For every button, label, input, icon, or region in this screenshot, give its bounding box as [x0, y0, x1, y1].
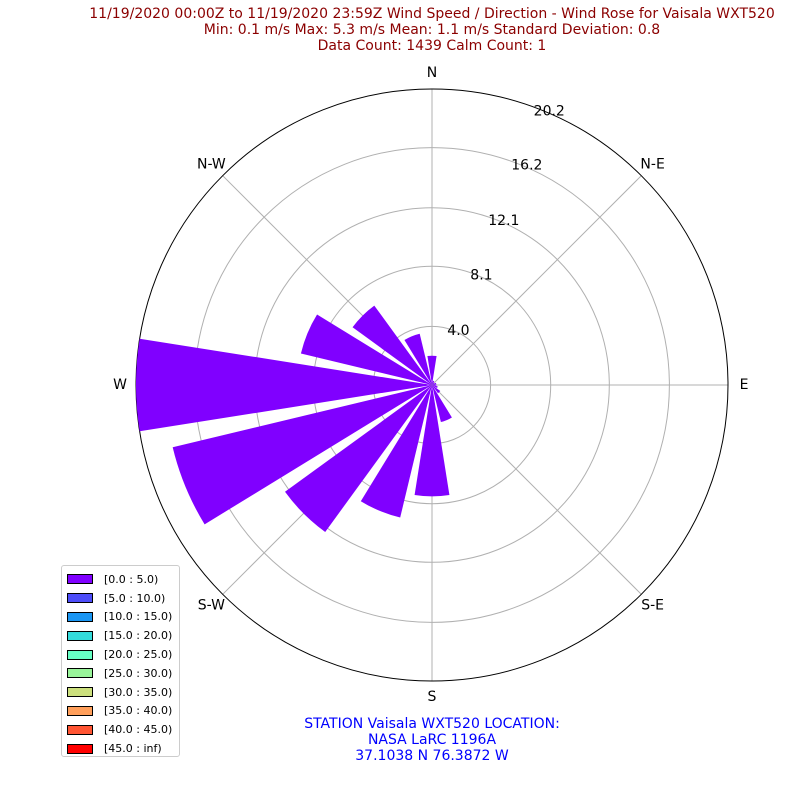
- legend-label: [0.0 : 5.0): [104, 572, 159, 586]
- legend-swatch: [67, 611, 93, 622]
- legend-swatch: [67, 705, 93, 716]
- legend-swatch: [67, 687, 93, 698]
- bar-ne: [432, 382, 435, 385]
- radial-tick-label: 20.2: [534, 104, 565, 120]
- legend-item: [45.0 : inf): [67, 739, 179, 758]
- radial-tick-label: 4.0: [447, 323, 469, 339]
- chart-title-line-1: 11/19/2020 00:00Z to 11/19/2020 23:59Z W…: [89, 6, 775, 22]
- legend-swatch: [67, 668, 93, 679]
- bar-sw: [285, 385, 432, 532]
- station-footer-line-1: STATION Vaisala WXT520 LOCATION:: [304, 716, 560, 732]
- legend-swatch: [67, 593, 93, 604]
- legend: [0.0 : 5.0) [5.0 : 10.0) [10.0 : 15.0) […: [61, 565, 180, 757]
- legend-label: [20.0 : 25.0): [104, 648, 173, 662]
- legend-swatch: [67, 574, 93, 585]
- bar-wsw: [172, 385, 432, 525]
- legend-label: [45.0 : inf): [104, 742, 162, 756]
- legend-item: [15.0 : 20.0): [67, 626, 179, 645]
- chart-title-line-3: Data Count: 1439 Calm Count: 1: [317, 38, 547, 54]
- direction-label-s: S: [428, 689, 437, 705]
- bar-nne: [432, 380, 435, 385]
- bar-sse: [432, 385, 452, 423]
- legend-item: [20.0 : 25.0): [67, 645, 179, 664]
- bar-layer: [135, 305, 452, 532]
- direction-label-s-e: S-E: [641, 598, 664, 614]
- legend-item: [35.0 : 40.0): [67, 702, 179, 721]
- bar-s: [414, 385, 450, 497]
- legend-item: [30.0 : 35.0): [67, 683, 179, 702]
- radial-tick-label: 12.1: [488, 213, 519, 229]
- legend-swatch: [67, 649, 93, 660]
- bar-nnw: [404, 333, 432, 385]
- legend-item: [40.0 : 45.0): [67, 720, 179, 739]
- direction-label-s-w: S-W: [198, 598, 225, 614]
- station-footer-line-2: NASA LaRC 1196A: [367, 732, 497, 748]
- label-layer: N N-E E S-E S S-W W N-W 4.0 8.1 12.1 16.2 20.2: [113, 65, 748, 705]
- direction-label-n-e: N-E: [640, 156, 664, 172]
- legend-label: [15.0 : 20.0): [104, 629, 173, 643]
- legend-swatch: [67, 743, 93, 754]
- legend-label: [40.0 : 45.0): [104, 723, 173, 737]
- direction-label-n: N: [427, 65, 437, 81]
- radial-tick-label: 8.1: [470, 267, 492, 283]
- legend-swatch: [67, 630, 93, 641]
- legend-swatch: [67, 724, 93, 735]
- legend-label: [35.0 : 40.0): [104, 704, 173, 718]
- direction-label-e: E: [740, 377, 749, 393]
- legend-item: [25.0 : 30.0): [67, 664, 179, 683]
- legend-label: [5.0 : 10.0): [104, 591, 166, 605]
- bar-wnw: [300, 314, 432, 385]
- direction-label-n-w: N-W: [197, 156, 226, 172]
- bar-e: [432, 384, 437, 386]
- bar-ssw: [360, 385, 432, 518]
- radial-tick-label: 16.2: [511, 158, 542, 174]
- grid-spoke: [431, 175, 642, 386]
- direction-label-w: W: [113, 377, 127, 393]
- legend-item: [0.0 : 5.0): [67, 570, 179, 589]
- bar-n: [427, 355, 437, 385]
- bar-ese: [432, 385, 438, 389]
- legend-item: [10.0 : 15.0): [67, 608, 179, 627]
- legend-label: [25.0 : 30.0): [104, 666, 173, 680]
- bar-nw: [352, 305, 432, 385]
- legend-item: [5.0 : 10.0): [67, 589, 179, 608]
- station-footer-line-3: 37.1038 N 76.3872 W: [355, 748, 509, 764]
- chart-title-line-2: Min: 0.1 m/s Max: 5.3 m/s Mean: 1.1 m/s …: [203, 22, 661, 38]
- bar-w: [135, 338, 432, 432]
- legend-label: [30.0 : 35.0): [104, 685, 173, 699]
- legend-label: [10.0 : 15.0): [104, 610, 173, 624]
- bar-se: [432, 385, 441, 394]
- grid-spoke: [431, 384, 642, 595]
- bar-ene: [432, 382, 437, 385]
